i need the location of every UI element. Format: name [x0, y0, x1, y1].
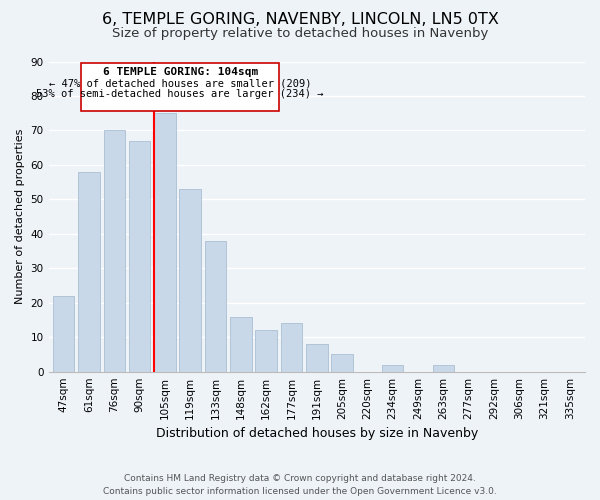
Bar — [205, 240, 226, 372]
Bar — [78, 172, 100, 372]
Y-axis label: Number of detached properties: Number of detached properties — [15, 129, 25, 304]
Bar — [154, 113, 176, 372]
Text: Size of property relative to detached houses in Navenby: Size of property relative to detached ho… — [112, 28, 488, 40]
Bar — [230, 316, 251, 372]
Bar — [179, 189, 201, 372]
Bar — [281, 324, 302, 372]
Bar — [104, 130, 125, 372]
Text: 53% of semi-detached houses are larger (234) →: 53% of semi-detached houses are larger (… — [37, 89, 324, 99]
Text: Contains HM Land Registry data © Crown copyright and database right 2024.
Contai: Contains HM Land Registry data © Crown c… — [103, 474, 497, 496]
X-axis label: Distribution of detached houses by size in Navenby: Distribution of detached houses by size … — [155, 427, 478, 440]
Text: ← 47% of detached houses are smaller (209): ← 47% of detached houses are smaller (20… — [49, 78, 311, 88]
Bar — [53, 296, 74, 372]
Bar — [256, 330, 277, 372]
Bar — [331, 354, 353, 372]
Bar — [433, 365, 454, 372]
Text: 6, TEMPLE GORING, NAVENBY, LINCOLN, LN5 0TX: 6, TEMPLE GORING, NAVENBY, LINCOLN, LN5 … — [101, 12, 499, 28]
FancyBboxPatch shape — [82, 63, 279, 112]
Text: 6 TEMPLE GORING: 104sqm: 6 TEMPLE GORING: 104sqm — [103, 68, 258, 78]
Bar — [129, 141, 151, 372]
Bar — [382, 365, 403, 372]
Bar — [306, 344, 328, 372]
